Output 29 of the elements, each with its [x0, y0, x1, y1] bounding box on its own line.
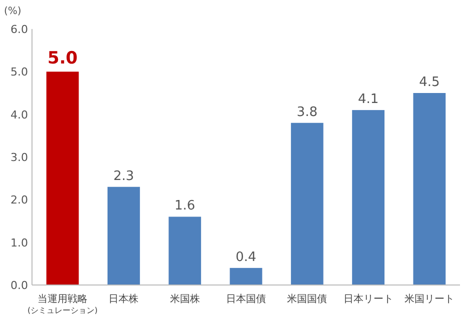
y-tick-label: 1.0 — [10, 236, 28, 250]
x-tick-label: 当運用戦略 (シミュレーション) — [27, 293, 98, 315]
data-label: 1.6 — [174, 198, 196, 214]
bar — [352, 110, 384, 285]
bar — [168, 216, 202, 285]
y-tick-label: 3.0 — [10, 151, 28, 164]
x-tick-label: 日本国債 — [226, 293, 266, 305]
y-axis-title: (%) — [4, 6, 22, 17]
y-tick-label: 2.0 — [10, 194, 28, 207]
y-tick-label: 5.0 — [10, 66, 28, 79]
data-label: 0.4 — [236, 250, 256, 265]
bar — [290, 122, 324, 285]
data-label: 4.5 — [419, 75, 440, 90]
data-label: 3.8 — [296, 104, 318, 120]
x-tick-label: 米国国債 — [287, 293, 328, 305]
x-tick-label: 日本株 — [108, 293, 139, 305]
data-label: 5.0 — [48, 48, 78, 69]
x-tick-label: 日本リート — [343, 293, 394, 305]
data-label: 4.1 — [358, 92, 379, 108]
bar — [230, 268, 262, 285]
bar — [413, 93, 446, 285]
x-tick-label: 米国株 — [170, 293, 200, 305]
y-tick-label: 0.0 — [10, 279, 28, 292]
y-tick-label: 6.0 — [10, 23, 28, 36]
y-tick-label: 4.0 — [10, 108, 28, 122]
data-label: 2.3 — [113, 168, 134, 184]
bar — [46, 72, 79, 285]
bar — [108, 186, 140, 285]
x-tick-label: 米国リート — [404, 293, 454, 305]
